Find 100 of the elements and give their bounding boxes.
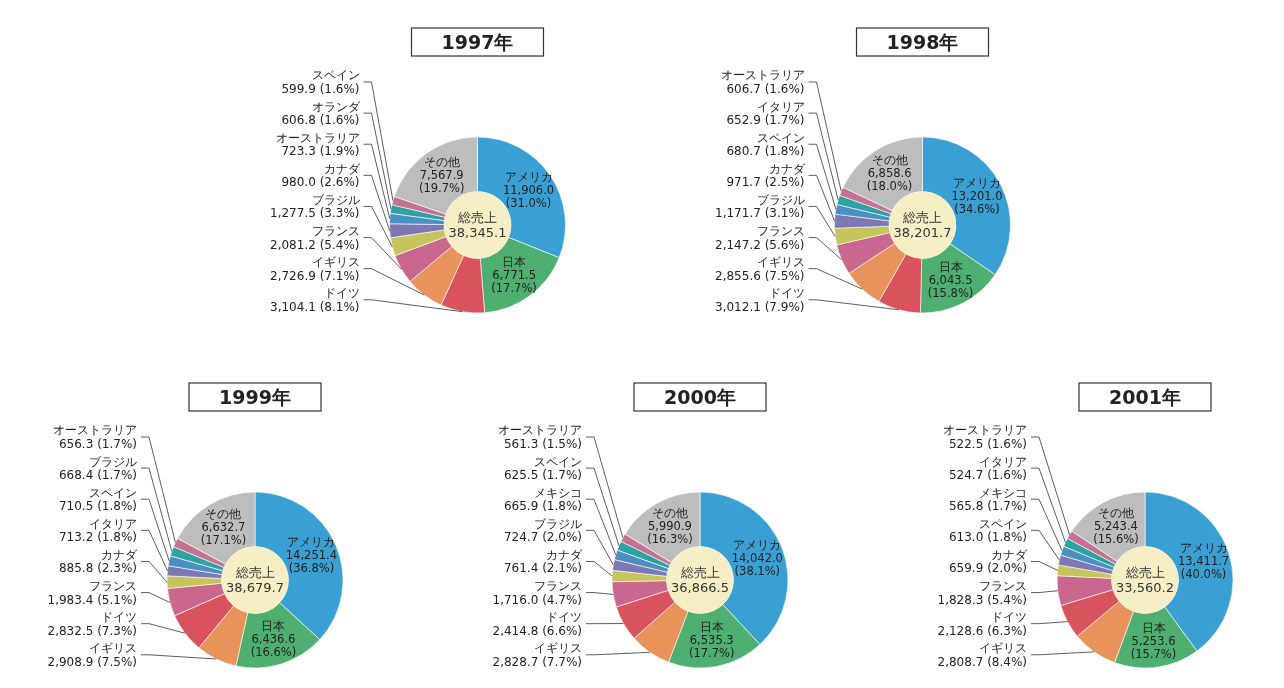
slice-label: オーストラリア — [943, 423, 1027, 438]
slice-label: フランス — [311, 224, 360, 239]
slice-label: イタリア — [89, 516, 137, 531]
slice-label: ドイツ — [101, 610, 137, 625]
data-label: 13,201.0 (34.6%) — [951, 189, 1003, 217]
slice-label: その他 — [423, 154, 460, 169]
data-label: 1,277.5 (3.3%) — [270, 206, 360, 221]
data-label: 524.7 (1.6%) — [948, 468, 1027, 483]
data-label: 2,828.7 (7.7%) — [492, 654, 582, 669]
slice-label: ドイツ — [768, 286, 805, 301]
data-label: 724.7 (2.0%) — [503, 530, 582, 545]
data-label: 668.4 (1.7%) — [58, 468, 137, 483]
chart-title: 1998年 — [886, 30, 959, 53]
slice-label: 日本 — [1141, 621, 1166, 636]
data-label: 6,858.6 (18.0%) — [866, 165, 913, 193]
data-label: 5,243.4 (15.6%) — [1093, 518, 1139, 546]
text: 33,560.2 — [1116, 580, 1174, 596]
data-label: 971.7 (2.5%) — [726, 175, 805, 190]
slice-label: イギリス — [89, 641, 137, 656]
data-label: 2,908.9 (7.5%) — [47, 654, 137, 669]
slice-label: オーストラリア — [53, 423, 137, 438]
slice-label: ブラジル — [311, 192, 360, 207]
slice-label: ブラジル — [534, 516, 582, 531]
slice-label: ブラジル — [89, 454, 137, 469]
data-label: 1,983.4 (5.1%) — [47, 592, 137, 607]
chart-title: 2000年 — [664, 385, 736, 408]
slice-label: イギリス — [311, 255, 360, 270]
data-label: 761.4 (2.1%) — [503, 561, 582, 576]
data-label: 713.2 (1.8%) — [58, 530, 137, 545]
slice-label: ドイツ — [991, 610, 1027, 625]
data-label: 2,081.2 (5.4%) — [270, 237, 360, 252]
data-label: 561.3 (1.5%) — [503, 436, 582, 451]
data-label: 6,771.5 (17.7%) — [491, 267, 537, 295]
text: 38,345.1 — [448, 225, 507, 241]
data-label: 14,042.0 (38.1%) — [731, 550, 783, 578]
slice-label: アメリカ — [287, 535, 336, 550]
slice-label: メキシコ — [979, 485, 1027, 500]
chart-title: 1997年 — [441, 30, 514, 53]
slice-label: カナダ — [546, 547, 583, 562]
data-label: 652.9 (1.7%) — [726, 113, 805, 128]
slice-label: スペイン — [979, 516, 1027, 531]
slice-label: ブラジル — [756, 192, 805, 207]
slice-label: ドイツ — [546, 610, 582, 625]
slice-label: アメリカ — [504, 170, 553, 185]
data-label: 606.8 (1.6%) — [281, 113, 360, 128]
text: 38,201.7 — [893, 225, 952, 241]
slice-label: イギリス — [979, 641, 1027, 656]
data-label: 2,726.9 (7.1%) — [270, 268, 360, 283]
slice-label: メキシコ — [534, 485, 582, 500]
slice-label: スペイン — [534, 454, 582, 469]
data-label: 6,043.5 (15.8%) — [927, 272, 974, 300]
data-label: 1,716.0 (4.7%) — [492, 592, 582, 607]
slice-label: オーストラリア — [275, 130, 360, 145]
slice-label: オランダ — [311, 99, 361, 114]
data-label: 980.0 (2.6%) — [281, 175, 360, 190]
data-label: 6,436.6 (16.6%) — [250, 631, 297, 659]
slice-label: オーストラリア — [720, 68, 805, 83]
data-label: 885.8 (2.3%) — [58, 561, 137, 576]
slice-label: アメリカ — [733, 537, 782, 552]
slice-label: イタリア — [979, 454, 1027, 469]
data-label: 2,808.7 (8.4%) — [937, 654, 1027, 669]
data-label: 2,147.2 (5.6%) — [715, 237, 805, 252]
slice-label: カナダ — [101, 547, 138, 562]
data-label: 659.9 (2.0%) — [948, 561, 1027, 576]
slice-label: イギリス — [534, 641, 582, 656]
data-label: 599.9 (1.6%) — [281, 81, 360, 96]
text: 38,679.7 — [226, 580, 284, 596]
data-label: 11,906.0 (31.0%) — [502, 183, 555, 211]
text: 総売上 — [234, 565, 275, 581]
data-label: 606.7 (1.6%) — [726, 81, 805, 96]
slice-label: アメリカ — [1179, 540, 1228, 555]
data-label: 1,171.7 (3.1%) — [715, 206, 805, 221]
slice-label: ドイツ — [323, 286, 360, 301]
slice-label: その他 — [205, 507, 242, 522]
slice-label: スペイン — [89, 485, 137, 500]
data-label: 2,128.6 (6.3%) — [937, 623, 1027, 638]
text: 総売上 — [1124, 565, 1165, 581]
data-label: 5,990.9 (16.3%) — [647, 519, 693, 547]
text: 総売上 — [902, 210, 942, 226]
data-label: 2,855.6 (7.5%) — [715, 268, 805, 283]
data-label: 710.5 (1.8%) — [58, 499, 137, 514]
data-label: 3,012.1 (7.9%) — [715, 299, 805, 314]
slice-label: イギリス — [756, 255, 805, 270]
data-label: 522.5 (1.6%) — [948, 436, 1027, 451]
slice-label: その他 — [1097, 505, 1134, 520]
data-label: 6,632.7 (17.1%) — [200, 520, 247, 548]
data-label: 14,251.4 (36.8%) — [285, 548, 338, 576]
slice-label: その他 — [871, 152, 908, 167]
chart-title: 2001年 — [1109, 385, 1181, 408]
slice-label: カナダ — [991, 547, 1028, 562]
data-label: 723.3 (1.9%) — [281, 144, 360, 159]
slice-label: イタリア — [756, 99, 805, 114]
data-label: 565.8 (1.7%) — [948, 499, 1027, 514]
slice-label: フランス — [979, 579, 1027, 594]
slice-label: 日本 — [938, 259, 963, 274]
slice-label: オーストラリア — [498, 423, 582, 438]
data-label: 2,414.8 (6.6%) — [492, 623, 582, 638]
slice-label: カナダ — [323, 161, 361, 176]
data-label: 5,253.6 (15.7%) — [1130, 634, 1177, 662]
slice-label: フランス — [756, 224, 805, 239]
